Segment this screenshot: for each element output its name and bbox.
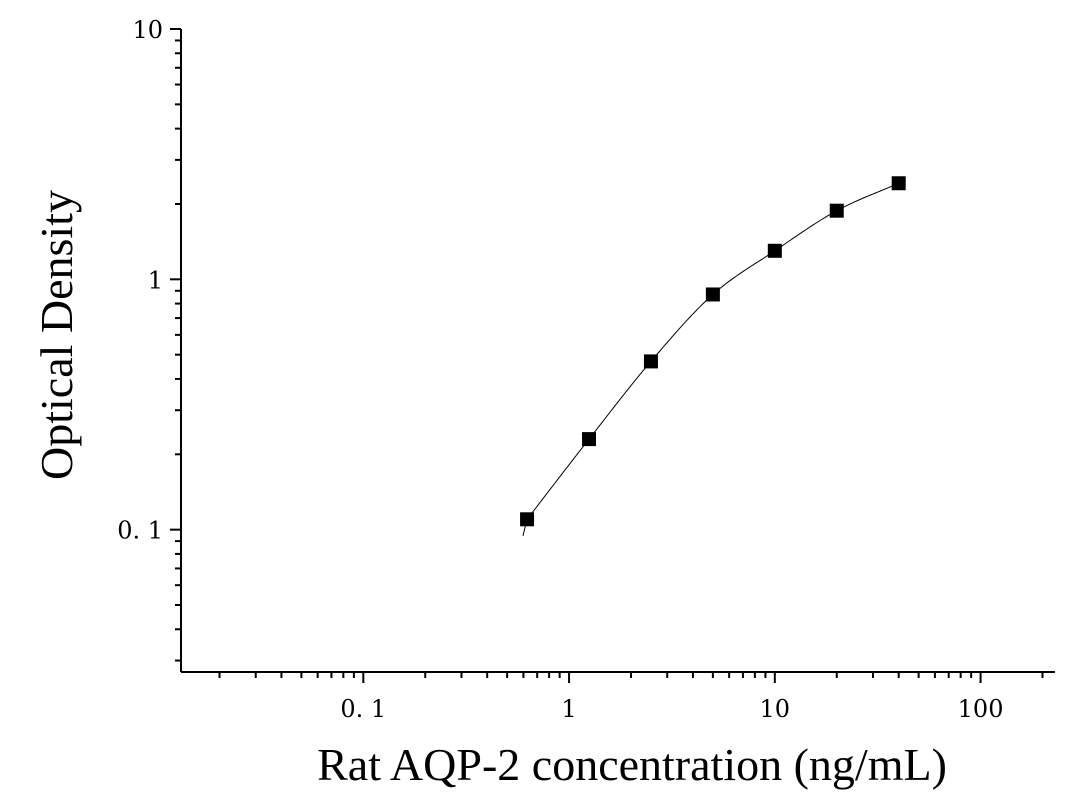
x-axis: 0. 1 1 10 100 [181, 671, 1055, 723]
x-tick-label: 100 [958, 695, 1004, 723]
fit-curve-layer [522, 182, 899, 537]
y-tick-label: 1 [148, 266, 163, 294]
x-tick-label: 1 [561, 695, 576, 723]
data-point [891, 176, 906, 191]
y-axis: 0. 1 1 10 [117, 16, 182, 672]
x-tick-label: 0. 1 [340, 695, 386, 723]
x-tick-label: 10 [760, 695, 791, 723]
fit-curve [522, 182, 899, 537]
y-axis-title: Optical Density [31, 190, 82, 480]
y-tick-label: 0. 1 [117, 517, 163, 545]
data-point [829, 203, 844, 218]
y-tick-label: 10 [132, 16, 163, 44]
data-point [582, 432, 597, 447]
data-point [520, 512, 535, 527]
data-point [705, 287, 720, 302]
data-point [767, 243, 782, 258]
x-axis-title: Rat AQP-2 concentration (ng/mL) [317, 739, 947, 790]
data-point [643, 354, 658, 369]
data-points-layer [520, 176, 906, 527]
